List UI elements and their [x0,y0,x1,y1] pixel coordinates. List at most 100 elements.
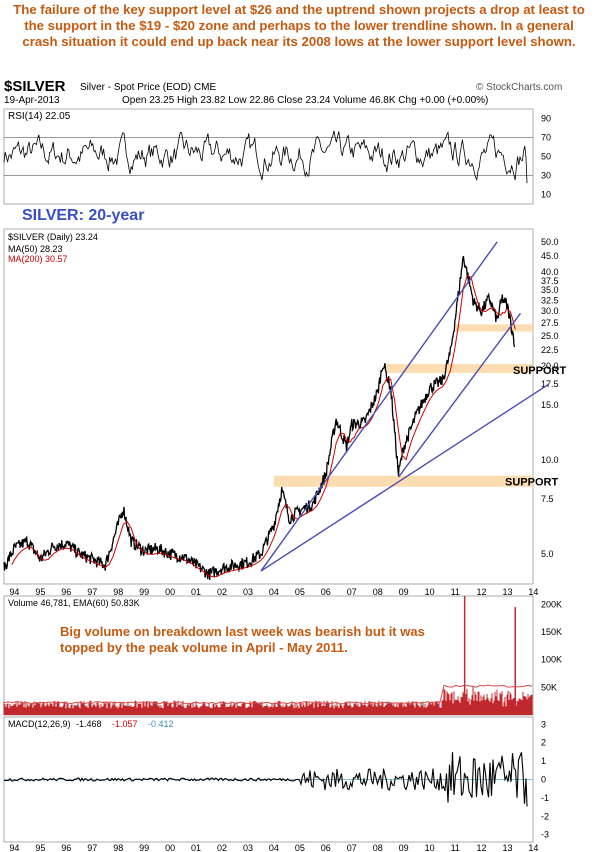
x-tick-label: 00 [165,843,175,852]
panel-frame-price [3,228,534,585]
x-tick-label: 94 [9,587,19,597]
rsi-tick-label: 70 [541,133,551,143]
volume-tick-label: 200K [541,599,562,609]
rsi-line [3,130,528,184]
price-tick-label: 27.5 [541,318,559,328]
support-band [273,475,533,487]
ma200-line [11,274,516,578]
x-tick-label: 06 [321,843,331,852]
x-tick-label: 12 [477,843,487,852]
rsi-tick-label: 90 [541,114,551,124]
price-tick-label: 37.5 [541,276,559,286]
x-tick-label: 12 [477,587,487,597]
source-credit: © StockCharts.com [476,82,563,93]
macd-legend-value: -0.412 [148,719,174,729]
volume-ema-line [3,684,533,705]
x-tick-label: 13 [502,587,512,597]
x-tick-label: 99 [139,843,149,852]
price-tick-label: 5.0 [541,549,554,559]
price-tick-label: 25.0 [541,331,559,341]
x-tick-label: 10 [425,587,435,597]
x-tick-label: 05 [295,843,305,852]
macd-tick-label: -3 [541,830,549,840]
x-tick-label: 04 [269,843,279,852]
x-tick-label: 08 [373,587,383,597]
volume-annotation: Big volume on breakdown last week was be… [60,624,425,655]
symbol-title: $SILVER [4,78,66,95]
price-tick-label: 7.5 [541,494,554,504]
volume-tick-label: 100K [541,655,562,665]
macd-tick-label: -2 [541,811,549,821]
x-tick-label: 14 [528,587,538,597]
price-tick-label: 40.0 [541,267,559,277]
macd-legend: MACD(12,26,9) [8,719,71,729]
volume-tick-label: 150K [541,627,562,637]
symbol-description: Silver - Spot Price (EOD) CME [80,82,217,93]
x-tick-label: 04 [269,587,279,597]
top-annotation: The failure of the key support level at … [13,2,585,49]
x-tick-label: 01 [191,843,201,852]
x-tick-label: 11 [451,587,460,597]
price-tick-label: 32.5 [541,295,559,305]
chart-label-20year: SILVER: 20-year [22,207,144,224]
price-tick-label: 20.0 [541,361,559,371]
quote-line: Open 23.25 High 23.82 Low 22.86 Close 23… [122,95,489,106]
macd-tick-label: 2 [541,738,546,748]
x-tick-label: 06 [321,587,331,597]
x-tick-label: 01 [191,587,201,597]
trendline [397,312,522,478]
x-tick-label: 97 [87,587,97,597]
macd-tick-label: 0 [541,775,546,785]
support-band [455,324,533,332]
price-tick-label: 30.0 [541,306,559,316]
support-band [385,363,533,373]
date-label: 19-Apr-2013 [4,95,60,106]
x-tick-label: 09 [399,587,409,597]
panel-frame-rsi [3,108,534,205]
legend-ma50: MA(50) 28.23 [8,244,63,254]
volume-legend: Volume 46,781, EMA(60) 50.83K [8,598,140,608]
rsi-tick-label: 50 [541,152,551,162]
support-label: SUPPORT [513,365,566,377]
x-tick-label: 94 [9,843,19,852]
x-tick-label: 14 [528,843,538,852]
x-tick-label: 08 [373,843,383,852]
rsi-legend: RSI(14) 22.05 [8,111,71,122]
x-tick-label: 13 [502,843,512,852]
macd-tick-label: -1 [541,793,549,803]
x-tick-label: 03 [243,587,253,597]
x-tick-label: 07 [347,587,357,597]
x-tick-label: 02 [217,843,227,852]
rsi-tick-label: 30 [541,171,551,181]
price-tick-label: 15.0 [541,400,559,410]
macd-legend-value: -1.057 [112,719,138,729]
volume-tick-label: 50K [541,682,557,692]
price-tick-label: 22.5 [541,345,559,355]
x-tick-label: 00 [165,587,175,597]
macd-tick-label: 1 [541,756,546,766]
support-label: SUPPORT [505,477,558,489]
x-tick-label: 09 [399,843,409,852]
macd-tick-label: 3 [541,719,546,729]
trendline [260,241,498,572]
x-tick-label: 07 [347,843,357,852]
x-tick-label: 96 [61,587,71,597]
legend-ma200: MA(200) 30.57 [8,254,68,264]
x-tick-label: 99 [139,587,149,597]
price-tick-label: 50.0 [541,237,559,247]
x-tick-label: 96 [61,843,71,852]
x-tick-label: 98 [113,843,123,852]
price-tick-label: 35.0 [541,285,559,295]
x-tick-label: 11 [451,843,460,852]
volume-bars [3,687,533,715]
x-tick-label: 97 [87,843,97,852]
legend-price: $SILVER (Daily) 23.24 [8,232,98,242]
macd-line [3,752,528,807]
price-line [3,255,516,581]
x-tick-label: 95 [35,843,45,852]
x-tick-label: 98 [113,587,123,597]
price-tick-label: 45.0 [541,251,559,261]
x-tick-label: 03 [243,843,253,852]
x-tick-label: 10 [425,843,435,852]
